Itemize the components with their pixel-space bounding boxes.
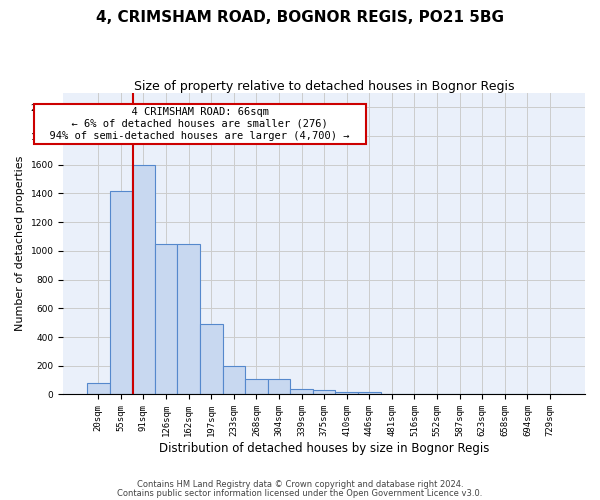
Bar [223,366,245,394]
Text: 4 CRIMSHAM ROAD: 66sqm  
  ← 6% of detached houses are smaller (276)  
  94% of : 4 CRIMSHAM ROAD: 66sqm ← 6% of detached … [37,108,362,140]
Bar [110,190,132,394]
Bar [313,390,335,394]
Bar [87,383,110,394]
X-axis label: Distribution of detached houses by size in Bognor Regis: Distribution of detached houses by size … [159,442,490,455]
Bar [358,392,380,394]
Bar [290,388,313,394]
Bar [335,392,358,394]
Bar [245,380,268,394]
Text: Contains public sector information licensed under the Open Government Licence v3: Contains public sector information licen… [118,488,482,498]
Bar [200,324,223,394]
Bar [132,165,155,394]
Y-axis label: Number of detached properties: Number of detached properties [15,156,25,332]
Text: Contains HM Land Registry data © Crown copyright and database right 2024.: Contains HM Land Registry data © Crown c… [137,480,463,489]
Bar [178,244,200,394]
Title: Size of property relative to detached houses in Bognor Regis: Size of property relative to detached ho… [134,80,514,93]
Text: 4, CRIMSHAM ROAD, BOGNOR REGIS, PO21 5BG: 4, CRIMSHAM ROAD, BOGNOR REGIS, PO21 5BG [96,10,504,25]
Bar [155,244,178,394]
Bar [268,380,290,394]
